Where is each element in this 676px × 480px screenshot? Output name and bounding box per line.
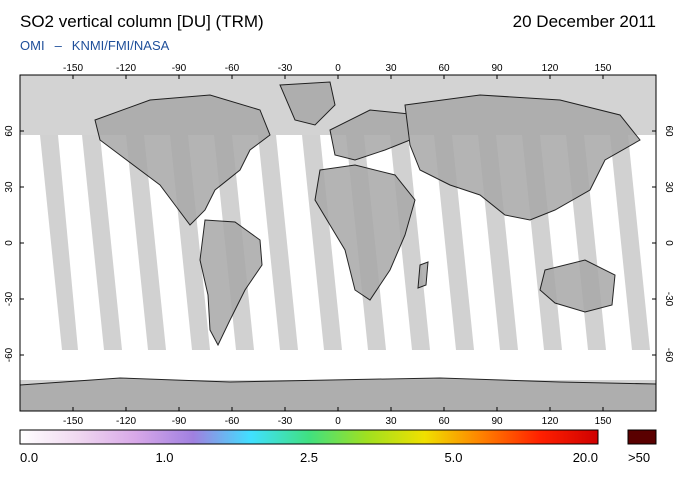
swath-gap [610, 135, 650, 350]
lon-tick-label-top: -30 [278, 63, 293, 74]
latitude-ticks-left: 60 30 0 -30 -60 [4, 125, 24, 362]
colorbar-over-swatch [627, 429, 657, 445]
lat-tick-label-left: 0 [4, 240, 15, 246]
north-america [94, 94, 271, 226]
south-america [199, 219, 263, 347]
colorbar-label: 0.0 [20, 450, 38, 465]
australia [539, 259, 616, 313]
credit-instrument: OMI [20, 38, 45, 53]
credit-dash: – [54, 38, 62, 53]
lon-tick-label-top: 120 [542, 63, 559, 74]
colorbar-label: 20.0 [573, 450, 598, 465]
lat-tick-label-right: 60 [663, 125, 674, 137]
lon-tick-label-bottom: -30 [278, 416, 293, 427]
lon-tick-label-top: -90 [172, 63, 187, 74]
longitude-ticks-top: -150 -120 -90 -60 -30 0 30 60 90 120 150 [63, 63, 612, 79]
swath-gap [434, 135, 474, 350]
colorbar-label: 5.0 [444, 450, 462, 465]
latitude-ticks-right: 60 30 0 -30 -60 [652, 125, 674, 363]
lon-tick-label-top: 0 [335, 63, 341, 74]
lat-tick-label-right: 30 [663, 181, 674, 193]
colorbar-labels: 0.0 1.0 2.5 5.0 20.0 [20, 450, 598, 465]
lon-tick-label-bottom: 90 [491, 416, 503, 427]
credit-line: OMI – KNMI/FMI/NASA [20, 38, 169, 53]
lon-tick-label-bottom: 120 [542, 416, 559, 427]
lon-tick-label-bottom: 150 [595, 416, 612, 427]
lat-tick-label-left: 30 [4, 181, 15, 193]
lat-tick-label-right: -60 [663, 348, 674, 363]
lon-tick-label-bottom: 30 [385, 416, 397, 427]
madagascar [417, 261, 429, 289]
lon-tick-label-top: 30 [385, 63, 397, 74]
map-layers [20, 75, 656, 411]
map-title: SO2 vertical column [DU] (TRM) [20, 12, 264, 31]
asia [404, 94, 641, 221]
antarctica [20, 377, 656, 411]
lon-tick-label-bottom: -120 [116, 416, 136, 427]
swath-gap [82, 135, 122, 350]
greenland [279, 81, 336, 126]
lat-tick-label-left: -60 [4, 347, 15, 362]
lon-tick-label-bottom: 60 [438, 416, 450, 427]
lon-tick-label-bottom: 0 [335, 416, 341, 427]
colorbar-over-label: >50 [628, 450, 650, 465]
colorbar-label: 2.5 [300, 450, 318, 465]
lon-tick-label-top: -150 [63, 63, 83, 74]
swath-gap [258, 135, 298, 350]
lat-tick-label-left: 60 [4, 125, 15, 137]
lat-tick-label-right: -30 [663, 292, 674, 307]
lat-tick-label-left: -30 [4, 291, 15, 306]
lon-tick-label-bottom: -150 [63, 416, 83, 427]
africa [314, 164, 416, 301]
europe [329, 109, 421, 161]
colorbar [19, 429, 599, 445]
colorbar-label: 1.0 [155, 450, 173, 465]
lon-tick-label-top: -60 [225, 63, 240, 74]
swath-gap [40, 135, 78, 350]
lon-tick-label-top: 60 [438, 63, 450, 74]
lon-tick-label-top: 150 [595, 63, 612, 74]
lat-tick-label-right: 0 [663, 240, 674, 246]
credit-institutions: KNMI/FMI/NASA [71, 38, 170, 53]
swath-gap [126, 135, 166, 350]
lon-tick-label-top: 90 [491, 63, 503, 74]
map-date: 20 December 2011 [512, 12, 656, 31]
longitude-ticks-bottom: -150 -120 -90 -60 -30 0 30 60 90 120 150 [63, 407, 612, 427]
lon-tick-label-bottom: -90 [172, 416, 187, 427]
lon-tick-label-bottom: -60 [225, 416, 240, 427]
lon-tick-label-top: -120 [116, 63, 136, 74]
continents [20, 81, 656, 411]
swath-gap [302, 135, 342, 350]
